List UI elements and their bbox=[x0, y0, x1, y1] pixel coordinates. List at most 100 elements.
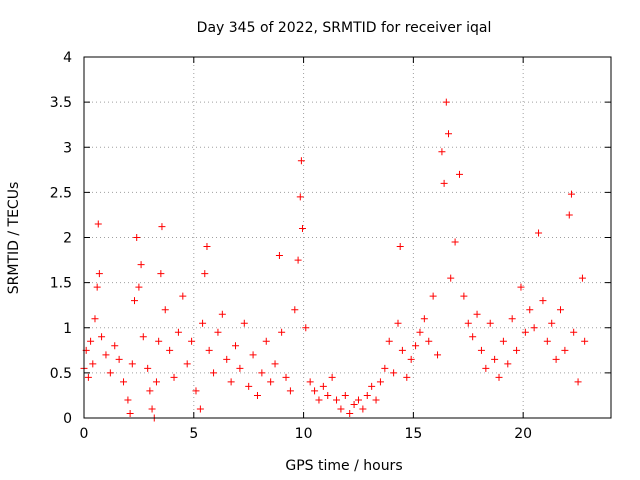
data-point bbox=[420, 315, 428, 323]
data-point bbox=[135, 283, 143, 291]
data-point bbox=[412, 342, 420, 350]
plot-frame bbox=[83, 56, 612, 419]
data-point bbox=[210, 369, 218, 377]
x-tick-label: 0 bbox=[80, 426, 89, 442]
data-point bbox=[102, 351, 110, 359]
data-point bbox=[131, 297, 139, 305]
data-point bbox=[445, 130, 453, 138]
data-point bbox=[429, 292, 437, 300]
data-point bbox=[451, 238, 459, 246]
data-point bbox=[346, 409, 354, 417]
data-point bbox=[416, 328, 424, 336]
data-point bbox=[504, 360, 512, 368]
data-point bbox=[205, 346, 213, 354]
data-point bbox=[350, 400, 358, 408]
y-tick-label: 1 bbox=[63, 321, 72, 337]
data-point bbox=[390, 369, 398, 377]
data-point bbox=[495, 373, 503, 381]
data-point bbox=[341, 391, 349, 399]
data-point bbox=[106, 369, 114, 377]
data-point bbox=[376, 378, 384, 386]
data-point bbox=[567, 190, 575, 198]
data-point bbox=[240, 319, 248, 327]
grid-lines bbox=[84, 57, 611, 418]
data-point bbox=[245, 382, 253, 390]
data-point bbox=[319, 382, 327, 390]
data-point bbox=[447, 274, 455, 282]
data-point bbox=[311, 387, 319, 395]
data-point bbox=[486, 319, 494, 327]
data-point bbox=[158, 223, 166, 231]
data-point bbox=[578, 274, 586, 282]
data-point bbox=[227, 378, 235, 386]
data-point bbox=[267, 378, 275, 386]
y-tick-label: 3.5 bbox=[50, 95, 72, 111]
data-point bbox=[368, 382, 376, 390]
data-point bbox=[275, 252, 283, 260]
data-point bbox=[94, 220, 102, 228]
data-point bbox=[328, 373, 336, 381]
data-point bbox=[278, 328, 286, 336]
data-point bbox=[363, 391, 371, 399]
x-tick-label: 5 bbox=[189, 426, 198, 442]
data-point bbox=[152, 378, 160, 386]
data-point bbox=[513, 346, 521, 354]
data-point bbox=[87, 337, 95, 345]
data-point bbox=[473, 310, 481, 318]
data-point bbox=[282, 373, 290, 381]
data-point bbox=[179, 292, 187, 300]
y-tick-label: 0 bbox=[63, 411, 72, 427]
data-point bbox=[271, 360, 279, 368]
data-point bbox=[315, 396, 323, 404]
data-point bbox=[552, 355, 560, 363]
data-point bbox=[359, 405, 367, 413]
data-point bbox=[218, 310, 226, 318]
data-point bbox=[232, 342, 240, 350]
data-point bbox=[460, 292, 468, 300]
y-tick-label: 3 bbox=[63, 140, 72, 156]
data-point bbox=[115, 355, 123, 363]
data-point bbox=[148, 405, 156, 413]
data-point bbox=[306, 378, 314, 386]
data-point bbox=[192, 387, 200, 395]
data-point bbox=[398, 346, 406, 354]
data-point bbox=[183, 360, 191, 368]
data-point bbox=[262, 337, 270, 345]
data-point bbox=[440, 179, 448, 187]
data-point bbox=[302, 324, 310, 332]
data-point bbox=[581, 337, 589, 345]
data-point bbox=[188, 337, 196, 345]
data-point bbox=[354, 396, 362, 404]
data-point bbox=[574, 378, 582, 386]
data-point bbox=[95, 270, 103, 278]
data-point bbox=[385, 337, 393, 345]
x-axis-label: GPS time / hours bbox=[285, 458, 402, 474]
data-point bbox=[403, 373, 411, 381]
data-point bbox=[324, 391, 332, 399]
data-point bbox=[196, 405, 204, 413]
data-point bbox=[526, 306, 534, 314]
data-point bbox=[111, 342, 119, 350]
data-point bbox=[407, 355, 415, 363]
data-point bbox=[333, 396, 341, 404]
data-point bbox=[477, 346, 485, 354]
data-point bbox=[201, 270, 209, 278]
data-point bbox=[561, 346, 569, 354]
data-point bbox=[372, 396, 380, 404]
data-point bbox=[146, 387, 154, 395]
data-point bbox=[214, 328, 222, 336]
data-point bbox=[286, 387, 294, 395]
data-point bbox=[297, 157, 305, 165]
data-point bbox=[464, 319, 472, 327]
data-point bbox=[144, 364, 152, 372]
data-point bbox=[337, 405, 345, 413]
data-point bbox=[170, 373, 178, 381]
data-point bbox=[223, 355, 231, 363]
data-point bbox=[199, 319, 207, 327]
data-point bbox=[120, 378, 128, 386]
data-point bbox=[128, 360, 136, 368]
data-point bbox=[565, 211, 573, 219]
data-point bbox=[249, 351, 257, 359]
data-point bbox=[491, 355, 499, 363]
